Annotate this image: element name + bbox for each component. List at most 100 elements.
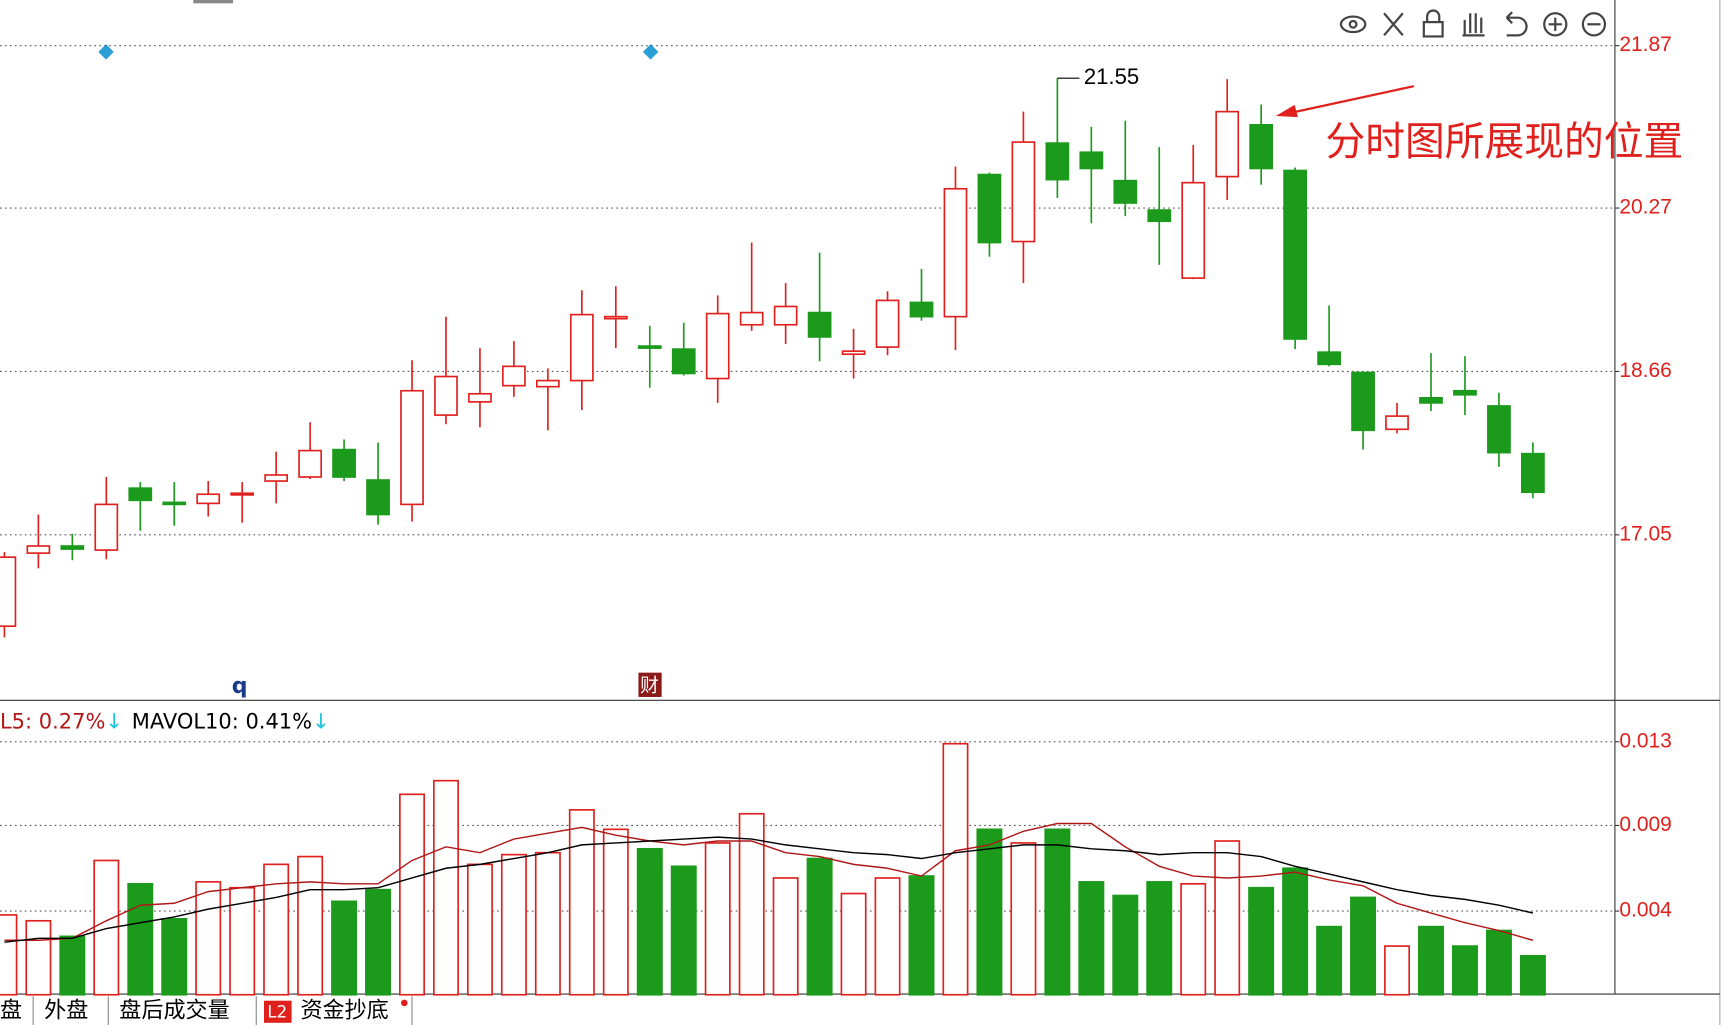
y-tick-label: 18.66	[1619, 359, 1671, 382]
volume-bar	[127, 882, 154, 996]
volume-bar	[1282, 867, 1309, 996]
legend-arrow: ↓	[312, 709, 330, 733]
volume-bar	[1418, 925, 1444, 996]
candle-body	[264, 474, 289, 482]
volume-bar	[1214, 840, 1241, 996]
candle-body	[230, 492, 255, 496]
volume-bar	[1350, 896, 1377, 996]
candle-body	[1215, 110, 1240, 178]
volume-bar	[976, 828, 1003, 996]
event-diamond[interactable]	[98, 44, 114, 60]
candle-body	[671, 348, 696, 375]
volume-bar	[1112, 894, 1139, 996]
candle-body	[1419, 397, 1443, 404]
tab-badge: L2	[267, 1002, 287, 1021]
marker-q: q	[232, 673, 248, 699]
candle-body	[1521, 452, 1545, 494]
candle-body	[162, 501, 187, 506]
marker-cai: 财	[640, 674, 659, 696]
event-diamond[interactable]	[642, 44, 659, 60]
volume-bar	[365, 888, 392, 996]
volume-bar	[1010, 842, 1037, 996]
volume-bar	[534, 851, 561, 996]
candle-body	[1283, 169, 1308, 340]
candle-body	[909, 301, 934, 318]
candle-body	[1351, 371, 1375, 432]
volume-bar	[670, 865, 697, 996]
candle-body	[739, 311, 764, 326]
volume-bar	[500, 853, 527, 996]
volume-bar	[806, 857, 833, 996]
candle-body	[1181, 181, 1206, 279]
candle-body	[298, 449, 322, 478]
undo-icon[interactable]	[1505, 11, 1528, 37]
volume-bar	[840, 892, 867, 996]
candle-body	[60, 545, 85, 550]
candle-body	[637, 345, 662, 349]
candle-body	[128, 487, 153, 502]
ma-line	[4, 836, 1534, 943]
candle-body	[569, 313, 594, 382]
volume-bar	[229, 886, 256, 996]
volume-bar	[1384, 945, 1411, 996]
volume-bar	[1485, 929, 1512, 996]
volume-bar	[1316, 925, 1343, 996]
volume-bar	[399, 793, 425, 996]
lock-icon[interactable]	[1422, 20, 1444, 38]
tab[interactable]: 资金抄底	[300, 998, 388, 1024]
candle-body	[26, 545, 51, 554]
candle-body	[841, 350, 866, 356]
candle-body	[434, 375, 458, 416]
hand-icon[interactable]	[1462, 13, 1485, 37]
candle-body	[603, 315, 628, 320]
candle-body	[0, 556, 17, 628]
y-tick-label: 0.004	[1619, 899, 1672, 922]
eye-icon[interactable]	[1339, 15, 1367, 34]
tab[interactable]: 外盘	[44, 998, 88, 1024]
volume-bar	[1044, 828, 1071, 996]
annotation-arrowhead	[1275, 104, 1298, 118]
volume-bar	[25, 919, 52, 996]
volume-bar	[433, 779, 459, 996]
toolbar[interactable]	[1339, 9, 1607, 38]
candle-body	[1011, 141, 1036, 243]
legend-ma5: L5: 0.27%	[0, 709, 105, 733]
candle-body	[1487, 405, 1511, 454]
candle-body	[807, 311, 832, 338]
y-tick-label: 17.05	[1619, 522, 1671, 545]
scissors-icon[interactable]	[1383, 12, 1404, 37]
volume-bar	[1180, 882, 1207, 996]
high-label: 21.55	[1084, 64, 1139, 89]
candle-body	[1045, 142, 1070, 181]
tab[interactable]: 盘后成交量	[119, 998, 229, 1024]
legend-arrow: ↓	[105, 709, 123, 733]
zoom-out-icon[interactable]	[1581, 12, 1607, 37]
zoom-in-icon[interactable]	[1543, 12, 1568, 37]
eye-pupil	[1348, 19, 1358, 29]
volume-bar	[1078, 881, 1105, 996]
candle-body	[943, 187, 968, 318]
y-tick-label: 21.87	[1619, 33, 1671, 56]
volume-bar	[1146, 881, 1173, 996]
volume-bar	[1519, 954, 1546, 996]
volume-bar	[1248, 886, 1275, 996]
candle-body	[705, 312, 730, 380]
volume-bar	[161, 918, 188, 996]
volume-bar	[0, 914, 18, 996]
y-tick-label: 20.27	[1619, 196, 1671, 219]
candle-body	[1147, 209, 1172, 223]
volume-bar	[942, 742, 969, 996]
marker-box	[638, 672, 662, 697]
tab-bar: 盘 外盘 盘后成交量 L2 资金抄底	[0, 996, 413, 1025]
tab-badge-bg	[263, 1000, 292, 1023]
tab[interactable]: 盘	[0, 998, 22, 1024]
volume-bar	[772, 877, 799, 996]
annotation-arrow	[1281, 85, 1415, 116]
volume-bar	[568, 809, 595, 996]
candle-body	[1079, 151, 1104, 170]
volume-bar	[59, 935, 86, 996]
candle-body	[1317, 351, 1341, 366]
volume-bar	[874, 877, 901, 996]
volume-bar	[704, 842, 731, 996]
